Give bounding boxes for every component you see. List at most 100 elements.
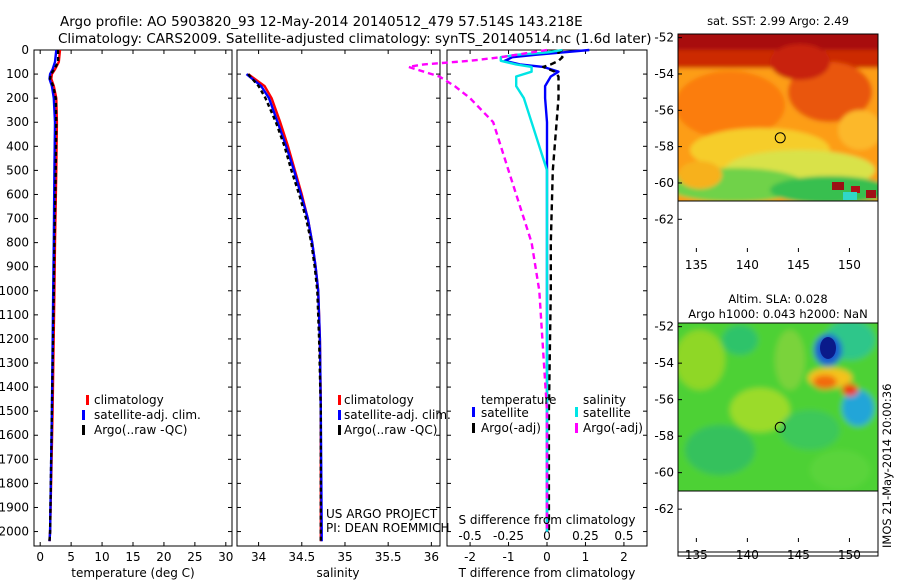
lat-tick-label: -62 [654, 502, 674, 516]
x-tick-label: -2 [464, 550, 476, 564]
lon-tick-label: 140 [736, 258, 759, 272]
lon-tick-label: 145 [787, 548, 810, 562]
imos-timestamp: IMOS 21-May-2014 20:00:36 [880, 384, 894, 548]
x-tick-label: 0 [36, 550, 44, 564]
lat-tick-label: -60 [654, 466, 674, 480]
x-tick-label: 34.5 [288, 550, 315, 564]
lon-tick-label: 145 [787, 258, 810, 272]
temperature-legend: climatology satellite-adj. clim. Argo(..… [82, 393, 201, 437]
legend-label-s-satellite: satellite [583, 406, 631, 420]
depth-tick-label: 1600 [0, 428, 29, 442]
salinity-panel-frame [236, 49, 441, 547]
salinity-axis-label: salinity [316, 566, 359, 580]
legend-swatch-argo [82, 425, 85, 435]
x-tick-label: 36 [424, 550, 439, 564]
x-tick-label: 15 [125, 550, 140, 564]
sla-heatmap [678, 323, 878, 491]
depth-tick-label: 900 [6, 260, 29, 274]
profile-series [48, 48, 590, 542]
legend-label-argo: Argo(..raw -QC) [344, 423, 437, 437]
lat-tick-label: -62 [654, 212, 674, 226]
depth-tick-label: 100 [6, 67, 29, 81]
depth-tick-label: 2000 [0, 525, 29, 539]
legend-swatch-argo [338, 425, 341, 435]
legend-swatch-climatology [338, 395, 341, 405]
series-line-argo-raw-qc- [247, 73, 322, 542]
lat-tick-label: -52 [654, 31, 674, 45]
lat-tick-label: -56 [654, 103, 674, 117]
depth-tick-label: 1400 [0, 380, 29, 394]
lon-tick-label: 150 [838, 548, 861, 562]
legend-swatch-satellite-adj [338, 410, 341, 420]
sst-map-title: sat. SST: 2.99 Argo: 2.49 [707, 14, 849, 28]
legend-swatch-t-argo [472, 423, 475, 433]
project-credit-line1: US ARGO PROJECT [326, 507, 438, 521]
depth-tick-label: 0 [21, 43, 29, 57]
depth-tick-label: 1200 [0, 332, 29, 346]
lat-tick-label: -54 [654, 67, 674, 81]
sst-map-axes: 135 140 145 150 -52 -54 -56 -58 -60 -62 [654, 31, 860, 272]
series-line-salinity-satellite [499, 48, 563, 532]
depth-tick-label: 300 [6, 115, 29, 129]
depth-tick-label: 1300 [0, 356, 29, 370]
difference-legend: temperature salinity satellite Argo(-adj… [472, 393, 643, 435]
x-tick-label: 0 [543, 550, 551, 564]
depth-tick-label: 600 [6, 187, 29, 201]
figure-title-line1: Argo profile: AO 5903820_93 12-May-2014 … [60, 14, 583, 30]
lat-tick-label: -56 [654, 393, 674, 407]
legend-swatch-s-satellite [575, 407, 578, 417]
depth-tick-label: 700 [6, 212, 29, 226]
x-tick-label: 25 [187, 550, 202, 564]
sla-map-subtitle: Argo h1000: 0.043 h2000: NaN [688, 307, 867, 321]
legend-header-salinity: salinity [583, 393, 626, 407]
s-diff-tick-label: -0.25 [493, 529, 524, 543]
depth-tick-label: 200 [6, 91, 29, 105]
sla-map-axes: 135 140 145 150 -52 -54 -56 -58 -60 -62 [654, 320, 860, 562]
x-tick-label: 35.5 [375, 550, 402, 564]
legend-label-t-argo: Argo(-adj) [481, 421, 541, 435]
legend-label-argo: Argo(..raw -QC) [94, 423, 187, 437]
depth-tick-label: 1500 [0, 404, 29, 418]
salinity-legend: climatology satellite-adj. clim. Argo(..… [338, 393, 451, 437]
s-diff-tick-label: 0 [543, 529, 551, 543]
x-tick-label: 2 [620, 550, 628, 564]
lat-tick-label: -58 [654, 429, 674, 443]
profile-x-axes: 0 5 10 15 20 25 30 34 34.5 35 35.5 36 -2 -1 0 1 2 -0.5 -0.… [36, 50, 633, 564]
depth-tick-label: 1000 [0, 284, 29, 298]
series-line-salinity-argo-adj- [407, 48, 549, 532]
lon-tick-label: 135 [685, 258, 708, 272]
legend-label-satellite-adj: satellite-adj. clim. [344, 408, 451, 422]
sla-map-frame [677, 322, 879, 557]
lat-tick-label: -52 [654, 320, 674, 334]
depth-tick-label: 800 [6, 236, 29, 250]
x-tick-label: 5 [67, 550, 75, 564]
s-difference-axis-label: S difference from climatology [459, 513, 636, 527]
depth-tick-label: 1900 [0, 500, 29, 514]
x-tick-label: 34 [251, 550, 266, 564]
x-tick-label: 1 [582, 550, 590, 564]
sst-heatmap [678, 34, 878, 201]
series-line-satellite-adj-clim- [245, 73, 323, 542]
depth-tick-label: 1100 [0, 308, 29, 322]
x-tick-label: 35 [337, 550, 352, 564]
lat-tick-label: -58 [654, 140, 674, 154]
legend-swatch-t-satellite [472, 407, 475, 417]
legend-swatch-climatology [86, 395, 89, 405]
lon-tick-label: 150 [838, 258, 861, 272]
legend-label-climatology: climatology [94, 393, 164, 407]
depth-tick-label: 1800 [0, 476, 29, 490]
x-tick-label: 20 [156, 550, 171, 564]
temperature-panel-frame [33, 49, 233, 547]
sla-argo-marker [774, 421, 786, 433]
lon-tick-label: 135 [685, 548, 708, 562]
legend-label-t-satellite: satellite [481, 406, 529, 420]
legend-header-temperature: temperature [481, 393, 556, 407]
x-tick-label: -1 [503, 550, 515, 564]
t-difference-axis-label: T difference from climatology [458, 566, 636, 580]
s-diff-tick-label: 0.25 [572, 529, 599, 543]
temperature-axis-label: temperature (deg C) [71, 566, 194, 580]
legend-label-climatology: climatology [344, 393, 414, 407]
lat-tick-label: -54 [654, 356, 674, 370]
legend-swatch-s-argo [575, 423, 578, 433]
